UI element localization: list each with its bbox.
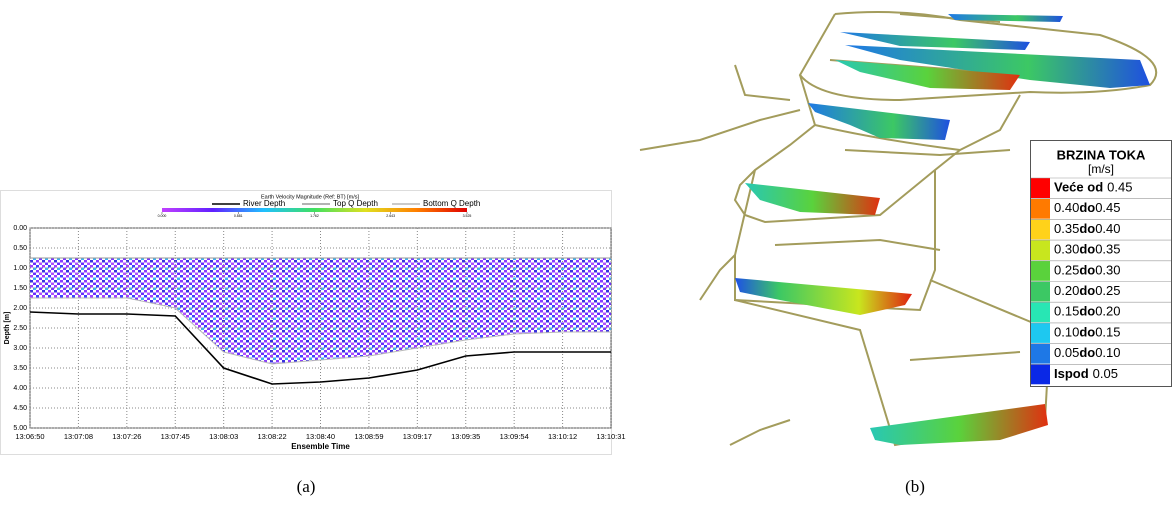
y-tick-label: 5.00: [13, 425, 27, 432]
x-tick-label: 13:09:35: [451, 432, 480, 441]
legend-label-part: do: [1079, 221, 1095, 236]
colorbar-tick-label: 3.525: [463, 214, 472, 218]
legend-label: River Depth: [243, 199, 285, 208]
legend-label-part: do: [1079, 283, 1095, 298]
y-tick-label: 1.00: [13, 265, 27, 272]
legend-label-part: do: [1079, 346, 1095, 361]
legend-label-part: 0.40: [1054, 201, 1079, 216]
y-tick-label: 3.00: [13, 345, 27, 352]
legend-label: 0.30do0.35: [1054, 242, 1121, 257]
map-velocity-stripes: [735, 14, 1150, 445]
legend-label-part: 0.10: [1054, 325, 1079, 340]
colorbar-tick-label: 1.762: [310, 214, 319, 218]
legend-label-part: 0.20: [1095, 304, 1120, 319]
x-tick-label: 13:10:31: [596, 432, 625, 441]
legend-label-part: 0.25: [1095, 283, 1120, 298]
x-tick-label: 13:09:17: [403, 432, 432, 441]
legend-swatch: [1031, 364, 1050, 385]
legend-label: Bottom Q Depth: [423, 199, 480, 208]
legend-label-part: 0.15: [1095, 325, 1120, 340]
x-tick-label: 13:10:12: [548, 432, 577, 441]
y-tick-label: 4.50: [13, 405, 27, 412]
colorbar-tick-label: 2.643: [386, 214, 395, 218]
legend-swatch: [1031, 281, 1050, 302]
legend-label: 0.15do0.20: [1054, 304, 1121, 319]
legend-label-part: 0.10: [1095, 346, 1120, 361]
y-tick-label: 2.50: [13, 325, 27, 332]
legend-label-part: 0.05: [1054, 346, 1079, 361]
velocity-cells: [30, 258, 611, 364]
legend-label: 0.20do0.25: [1054, 283, 1121, 298]
legend-label-part: 0.30: [1095, 263, 1120, 278]
colorbar-tick-label: 0.881: [234, 214, 243, 218]
legend-label: Ispod 0.05: [1054, 366, 1118, 381]
legend-label-part: 0.25: [1054, 263, 1079, 278]
legend-label: 0.10do0.15: [1054, 325, 1121, 340]
y-axis-label: Depth [m]: [4, 312, 11, 345]
legend-label: Top Q Depth: [333, 199, 378, 208]
legend-label: 0.35do0.40: [1054, 221, 1121, 236]
legend-label-part: 0.45: [1095, 201, 1120, 216]
legend-label-part: 0.20: [1054, 283, 1079, 298]
x-tick-label: 13:08:03: [209, 432, 238, 441]
legend-swatch: [1031, 178, 1050, 198]
legend-label-part: do: [1079, 325, 1095, 340]
legend-unit: [m/s]: [1088, 162, 1114, 176]
legend-label-part: 0.40: [1095, 221, 1120, 236]
y-tick-label: 0.00: [13, 225, 27, 232]
legend-swatch: [1031, 198, 1050, 219]
legend-label: 0.05do0.10: [1054, 346, 1121, 361]
x-tick-label: 13:08:22: [257, 432, 286, 441]
series-line: [30, 297, 611, 365]
legend-label-part: 0.35: [1054, 221, 1079, 236]
x-tick-label: 13:09:54: [500, 432, 529, 441]
legend-label-part: do: [1079, 242, 1095, 257]
x-tick-label: 13:07:45: [161, 432, 190, 441]
caption: (a): [297, 477, 316, 496]
colorbar: [162, 208, 467, 212]
x-tick-label: 13:08:59: [354, 432, 383, 441]
legend-label: 0.40do0.45: [1054, 201, 1121, 216]
legend-label: 0.25do0.30: [1054, 263, 1121, 278]
y-tick-label: 1.50: [13, 285, 27, 292]
y-tick-label: 3.50: [13, 365, 27, 372]
legend-swatch: [1031, 343, 1050, 364]
legend-label-part: 0.05: [1093, 366, 1118, 381]
y-tick-label: 0.50: [13, 245, 27, 252]
chart-title: Earth Velocity Magnitude (Ref: BT) [m/s]: [261, 194, 360, 200]
legend-title: BRZINA TOKA: [1057, 147, 1146, 162]
velocity-legend: BRZINA TOKA [m/s] Veće od 0.450.40do0.450…: [1030, 140, 1172, 387]
x-tick-label: 13:07:26: [112, 432, 141, 441]
legend-label-part: 0.35: [1095, 242, 1120, 257]
legend-label-part: 0.30: [1054, 242, 1079, 257]
colorbar-tick-label: 0.000: [158, 214, 167, 218]
x-tick-label: 13:07:08: [64, 432, 93, 441]
series-line: [29, 311, 611, 385]
x-axis-label: Ensemble Time: [291, 442, 350, 451]
x-tick-label: 13:08:40: [306, 432, 335, 441]
caption: (b): [905, 477, 925, 496]
legend-label-part: do: [1079, 304, 1095, 319]
legend-label-part: 0.15: [1054, 304, 1079, 319]
y-tick-label: 4.00: [13, 385, 27, 392]
legend-label-part: do: [1079, 263, 1095, 278]
legend-label: Veće od 0.45: [1054, 180, 1132, 195]
x-tick-label: 13:06:50: [15, 432, 44, 441]
panel-a: 0.00 0.50 1.00 1.50 2.00 2.50 3.00 3.50 4.00 4.50…: [4, 194, 626, 451]
legend-swatch: [1031, 260, 1050, 281]
legend-swatch: [1031, 219, 1050, 240]
legend-label-part: 0.45: [1107, 180, 1132, 195]
legend-label-part: Ispod: [1054, 366, 1089, 381]
y-tick-label: 2.00: [13, 305, 27, 312]
legend-label-part: Veće od: [1054, 180, 1103, 195]
legend-swatch: [1031, 240, 1050, 261]
legend-label-part: do: [1079, 201, 1095, 216]
legend-box: [1030, 140, 1172, 387]
legend-swatch: [1031, 302, 1050, 323]
legend-swatch: [1031, 322, 1050, 343]
